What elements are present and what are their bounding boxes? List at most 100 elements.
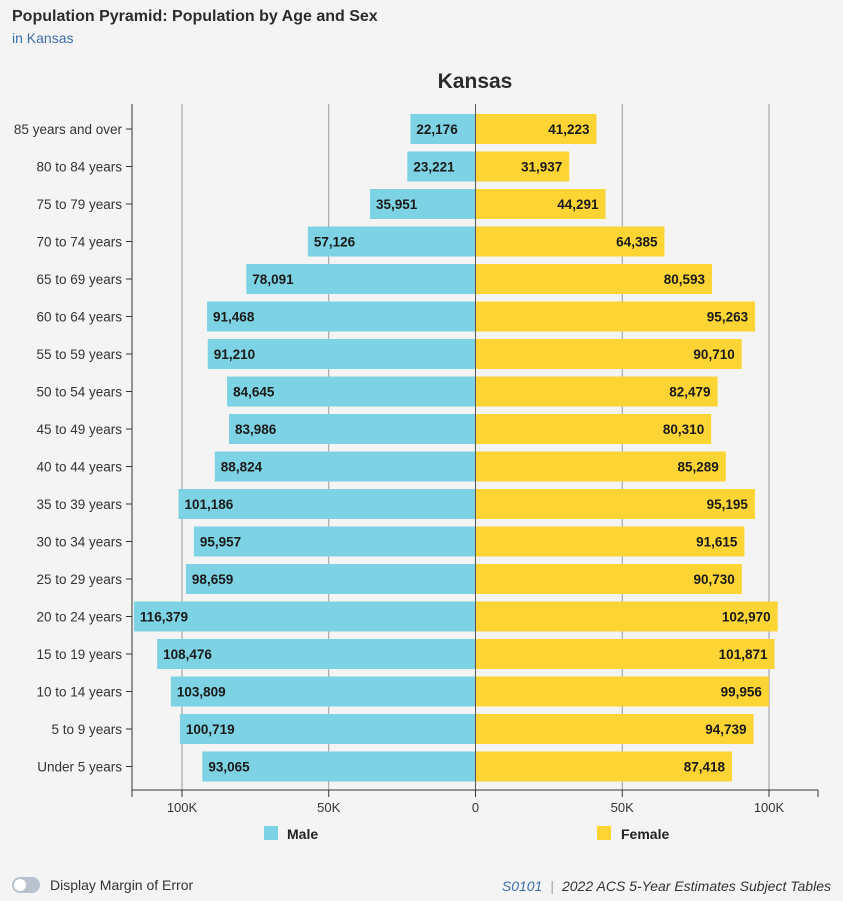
male-data-label: 95,957 bbox=[200, 535, 241, 550]
female-bar[interactable] bbox=[475, 601, 778, 632]
male-bar[interactable] bbox=[207, 301, 476, 332]
female-data-label: 95,195 bbox=[707, 497, 749, 512]
male-data-label: 23,221 bbox=[413, 160, 455, 175]
y-tick-label: 70 to 74 years bbox=[36, 235, 122, 250]
female-data-label: 91,615 bbox=[696, 535, 738, 550]
male-data-label: 103,809 bbox=[177, 685, 226, 700]
male-data-label: 101,186 bbox=[185, 497, 234, 512]
male-bar[interactable] bbox=[407, 151, 476, 182]
female-bar[interactable] bbox=[475, 751, 733, 782]
male-data-label: 108,476 bbox=[163, 647, 212, 662]
male-bar[interactable] bbox=[307, 226, 476, 257]
female-bar[interactable] bbox=[475, 376, 718, 407]
female-data-label: 95,263 bbox=[707, 310, 749, 325]
female-data-label: 82,479 bbox=[669, 385, 710, 400]
female-bar[interactable] bbox=[475, 339, 742, 369]
female-data-label: 85,289 bbox=[678, 460, 719, 475]
female-data-label: 64,385 bbox=[616, 235, 658, 250]
margin-of-error-toggle[interactable] bbox=[12, 877, 40, 893]
y-tick-label: 80 to 84 years bbox=[36, 160, 122, 175]
female-data-label: 87,418 bbox=[684, 760, 726, 775]
female-bar[interactable] bbox=[475, 114, 597, 144]
male-data-label: 84,645 bbox=[233, 385, 275, 400]
male-bar[interactable] bbox=[202, 751, 476, 782]
male-bar[interactable] bbox=[133, 601, 476, 632]
source-separator: | bbox=[550, 878, 554, 894]
female-data-label: 90,710 bbox=[693, 347, 734, 362]
male-data-label: 22,176 bbox=[416, 122, 458, 137]
source-info: S0101 | 2022 ACS 5-Year Estimates Subjec… bbox=[502, 878, 831, 894]
female-bar[interactable] bbox=[475, 414, 712, 444]
y-tick-label: 60 to 64 years bbox=[36, 310, 122, 325]
y-tick-label: 20 to 24 years bbox=[36, 610, 122, 625]
male-data-label: 57,126 bbox=[314, 235, 356, 250]
female-data-label: 41,223 bbox=[548, 122, 590, 137]
x-tick-label: 100K bbox=[167, 800, 198, 815]
margin-of-error-control[interactable]: Display Margin of Error bbox=[12, 877, 193, 893]
margin-of-error-label: Display Margin of Error bbox=[50, 877, 194, 893]
female-bar[interactable] bbox=[475, 676, 769, 707]
male-data-label: 83,986 bbox=[235, 422, 277, 437]
male-data-label: 88,824 bbox=[221, 460, 263, 475]
female-data-label: 90,730 bbox=[693, 572, 734, 587]
male-data-label: 78,091 bbox=[252, 272, 294, 287]
male-bar[interactable] bbox=[193, 526, 476, 557]
male-bar[interactable] bbox=[178, 489, 476, 519]
male-bar[interactable] bbox=[179, 714, 476, 744]
male-data-label: 91,210 bbox=[214, 347, 255, 362]
female-data-label: 80,593 bbox=[664, 272, 706, 287]
female-bar[interactable] bbox=[475, 639, 775, 669]
female-bar[interactable] bbox=[475, 264, 713, 294]
y-tick-label: 5 to 9 years bbox=[51, 722, 122, 737]
female-bar[interactable] bbox=[475, 489, 755, 519]
y-tick-label: 45 to 49 years bbox=[36, 422, 122, 437]
male-bar[interactable] bbox=[246, 264, 476, 294]
male-bar[interactable] bbox=[227, 376, 476, 407]
y-tick-label: 35 to 39 years bbox=[36, 497, 122, 512]
legend-label-male[interactable]: Male bbox=[287, 826, 318, 842]
legend-label-female[interactable]: Female bbox=[621, 826, 669, 842]
male-bar[interactable] bbox=[157, 639, 476, 669]
female-data-label: 99,956 bbox=[721, 685, 763, 700]
male-bar[interactable] bbox=[410, 114, 476, 144]
y-tick-label: 65 to 69 years bbox=[36, 272, 122, 287]
source-text: 2022 ACS 5-Year Estimates Subject Tables bbox=[561, 878, 831, 894]
male-bar[interactable] bbox=[214, 451, 476, 482]
female-bar[interactable] bbox=[475, 226, 665, 257]
y-tick-label: 30 to 34 years bbox=[36, 535, 122, 550]
female-bar[interactable] bbox=[475, 301, 756, 332]
male-bar[interactable] bbox=[369, 189, 476, 219]
female-bar[interactable] bbox=[475, 526, 745, 557]
female-bar[interactable] bbox=[475, 451, 726, 482]
x-tick-label: 0 bbox=[472, 800, 479, 815]
x-tick-label: 100K bbox=[754, 800, 785, 815]
legend-swatch-male[interactable] bbox=[264, 826, 278, 840]
y-tick-label: 75 to 79 years bbox=[36, 197, 122, 212]
male-bar[interactable] bbox=[207, 339, 476, 369]
male-data-label: 100,719 bbox=[186, 722, 235, 737]
page-subtitle: in Kansas bbox=[12, 30, 74, 46]
y-tick-label: 50 to 54 years bbox=[36, 385, 122, 400]
female-bar[interactable] bbox=[475, 151, 570, 182]
female-data-label: 94,739 bbox=[705, 722, 746, 737]
female-bar[interactable] bbox=[475, 714, 754, 744]
legend-swatch-female[interactable] bbox=[597, 826, 611, 840]
y-tick-label: 40 to 44 years bbox=[36, 460, 122, 475]
table-id-link[interactable]: S0101 bbox=[501, 878, 543, 894]
female-data-label: 31,937 bbox=[521, 160, 562, 175]
female-bar[interactable] bbox=[475, 564, 742, 594]
male-data-label: 98,659 bbox=[192, 572, 233, 587]
toggle-knob bbox=[14, 879, 26, 891]
chart-title: Kansas bbox=[438, 70, 513, 93]
population-pyramid-chart: Kansas 100K 50K 0 50K 100K 85 years and over 22… bbox=[14, 70, 819, 842]
male-bar[interactable] bbox=[229, 414, 476, 444]
male-data-label: 116,379 bbox=[140, 610, 188, 625]
x-tick-label: 50K bbox=[317, 800, 340, 815]
male-bar[interactable] bbox=[185, 564, 476, 594]
female-data-label: 102,970 bbox=[722, 610, 771, 625]
male-bar[interactable] bbox=[170, 676, 476, 707]
female-bar[interactable] bbox=[475, 189, 606, 219]
chart-header: Population Pyramid: Population by Age an… bbox=[12, 7, 378, 48]
y-tick-label: 25 to 29 years bbox=[36, 572, 122, 587]
